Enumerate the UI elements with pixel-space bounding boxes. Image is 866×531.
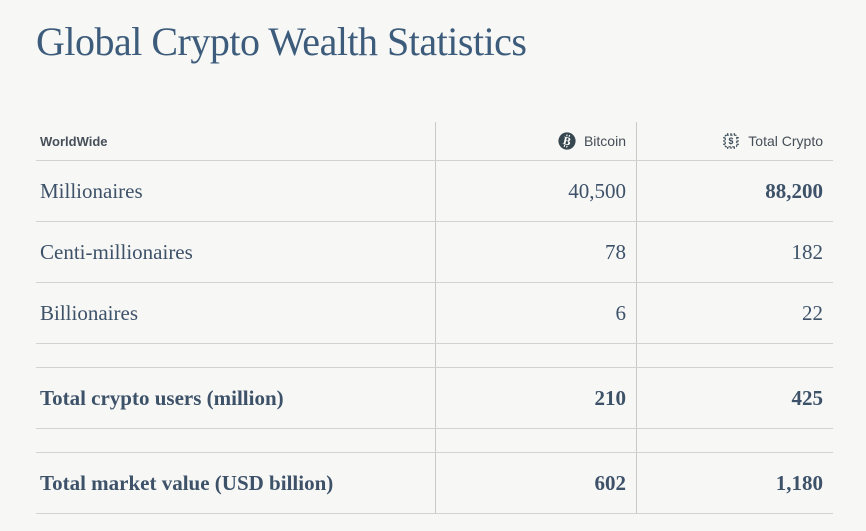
table-row-centi-millionaires: Centi-millionaires 78 182	[36, 222, 833, 283]
svg-text:B: B	[562, 135, 572, 148]
column-header-bitcoin-label: Bitcoin	[583, 133, 626, 149]
column-header-total-crypto: $ Total Crypto	[636, 122, 833, 160]
bitcoin-value: 40,500	[435, 161, 636, 221]
table-spacer-row	[36, 429, 833, 453]
total-crypto-value: 88,200	[636, 161, 833, 221]
column-header-bitcoin: B Bitcoin	[435, 122, 636, 160]
bitcoin-value: 78	[435, 222, 636, 282]
row-label: Total crypto users (million)	[40, 385, 284, 410]
bitcoin-circle-icon: B	[558, 132, 576, 150]
row-label: Centi-millionaires	[40, 239, 193, 264]
bitcoin-value: 6	[435, 283, 636, 343]
table-row-total-market-value: Total market value (USD billion) 602 1,1…	[36, 453, 833, 514]
total-crypto-value: 182	[636, 222, 833, 282]
row-label: Billionaires	[40, 300, 138, 325]
crypto-wealth-table: WorldWide B Bitcoin	[36, 122, 833, 514]
column-header-worldwide: WorldWide	[40, 133, 108, 149]
table-spacer-row	[36, 344, 833, 368]
total-crypto-value: 1,180	[636, 453, 833, 513]
page-title: Global Crypto Wealth Statistics	[36, 19, 527, 64]
table-row-total-crypto-users: Total crypto users (million) 210 425	[36, 368, 833, 429]
row-label: Millionaires	[40, 178, 143, 203]
total-crypto-value: 425	[636, 368, 833, 428]
row-label: Total market value (USD billion)	[40, 470, 334, 495]
bitcoin-value: 210	[435, 368, 636, 428]
table-row-billionaires: Billionaires 6 22	[36, 283, 833, 344]
column-header-total-crypto-label: Total Crypto	[748, 133, 823, 149]
total-crypto-value: 22	[636, 283, 833, 343]
svg-text:$: $	[729, 136, 734, 146]
table-row-millionaires: Millionaires 40,500 88,200	[36, 161, 833, 222]
bitcoin-value: 602	[435, 453, 636, 513]
table-header-row: WorldWide B Bitcoin	[36, 122, 833, 161]
dollar-chip-icon: $	[722, 132, 740, 150]
